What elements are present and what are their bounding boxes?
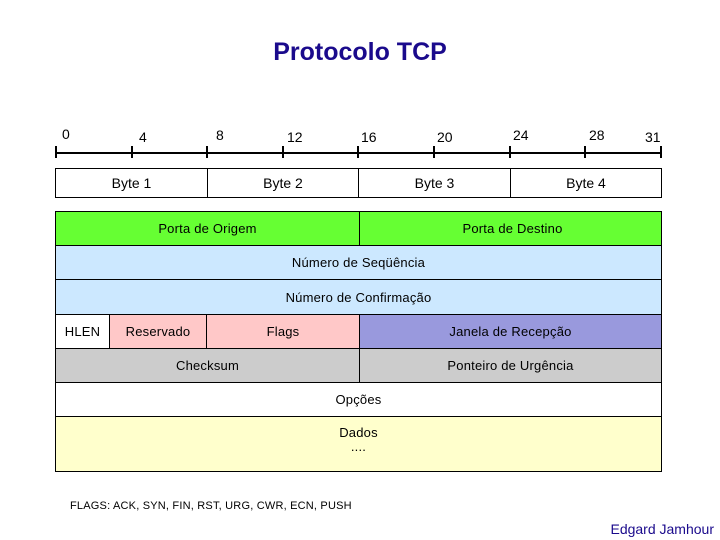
dest-port-field: Porta de Destino	[359, 211, 662, 246]
byte-2-cell: Byte 2	[207, 168, 359, 198]
tick-mark	[206, 146, 208, 158]
window-label: Janela de Recepção	[449, 324, 572, 339]
data-ellipsis: ....	[350, 439, 367, 454]
checksum-field: Checksum	[55, 348, 360, 383]
urgent-pointer-label: Ponteiro de Urgência	[447, 358, 574, 373]
tick-mark	[131, 146, 133, 158]
author-credit: Edgard Jamhour	[610, 521, 714, 537]
source-port-field: Porta de Origem	[55, 211, 360, 246]
tick-label-28: 28	[589, 127, 605, 143]
tick-mark	[357, 146, 359, 158]
byte-4-label: Byte 4	[566, 175, 606, 191]
urgent-pointer-field: Ponteiro de Urgência	[359, 348, 662, 383]
tick-mark	[55, 146, 57, 158]
byte-1-cell: Byte 1	[55, 168, 208, 198]
byte-2-label: Byte 2	[263, 175, 303, 191]
flags-label: Flags	[266, 324, 300, 339]
tick-mark	[282, 146, 284, 158]
byte-4-cell: Byte 4	[510, 168, 662, 198]
tick-mark	[433, 146, 435, 158]
sequence-number-field: Número de Seqüência	[55, 245, 662, 280]
flags-field: Flags	[206, 314, 360, 349]
tick-label-16: 16	[361, 129, 377, 145]
byte-1-label: Byte 1	[111, 175, 152, 191]
tick-label-8: 8	[216, 127, 224, 143]
tick-label-31: 31	[645, 129, 661, 145]
dest-port-label: Porta de Destino	[462, 221, 563, 236]
reserved-field: Reservado	[109, 314, 207, 349]
tick-mark	[660, 146, 662, 158]
tick-label-24: 24	[513, 127, 529, 143]
data-label: Dados	[339, 425, 378, 440]
ack-number-label: Número de Confirmação	[285, 289, 432, 305]
diagram-title: Protocolo TCP	[273, 38, 447, 66]
sequence-number-label: Número de Seqüência	[291, 255, 426, 270]
window-field: Janela de Recepção	[359, 314, 662, 349]
options-field: Opções	[55, 382, 662, 417]
reserved-label: Reservado	[125, 324, 191, 339]
source-port-label: Porta de Origem	[158, 221, 257, 236]
byte-3-label: Byte 3	[414, 175, 455, 191]
options-label: Opções	[335, 392, 382, 407]
tick-label-4: 4	[139, 129, 147, 145]
tick-mark	[584, 146, 586, 158]
checksum-label: Checksum	[175, 358, 239, 373]
flags-footnote: FLAGS: ACK, SYN, FIN, RST, URG, CWR, ECN…	[70, 500, 352, 512]
tick-label-0: 0	[62, 126, 70, 142]
byte-3-cell: Byte 3	[358, 168, 511, 198]
hlen-label: HLEN	[64, 324, 101, 339]
data-field: Dados ....	[55, 416, 662, 472]
tick-label-20: 20	[437, 129, 453, 145]
tick-mark	[509, 146, 511, 158]
hlen-field: HLEN	[55, 314, 110, 349]
tick-label-12: 12	[287, 129, 303, 145]
ack-number-field: Número de Confirmação	[55, 279, 662, 315]
